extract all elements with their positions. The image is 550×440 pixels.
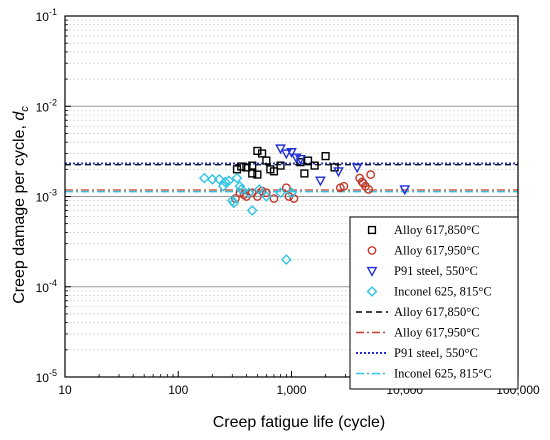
data-point	[275, 144, 286, 155]
data-point	[276, 161, 285, 170]
data-point	[399, 185, 411, 196]
data-point	[228, 197, 240, 209]
y-axis-label-sub: c	[19, 106, 31, 112]
data-point	[234, 180, 246, 192]
data-point	[260, 191, 272, 202]
data-point	[231, 172, 243, 184]
y-tick-label: 10-1	[36, 7, 57, 24]
y-axis-label-var: d	[11, 111, 28, 121]
data-point	[253, 170, 262, 179]
legend-entry: Alloy 617,850°C	[394, 305, 480, 319]
data-point	[257, 149, 267, 158]
data-points	[198, 144, 411, 265]
data-point	[248, 161, 257, 170]
series-4	[198, 172, 297, 265]
legend: Alloy 617,850°C Alloy 617,950°C P91 steel,…	[349, 216, 519, 390]
data-point	[219, 176, 231, 188]
data-point	[286, 187, 297, 199]
data-point	[261, 188, 271, 198]
data-point	[198, 172, 210, 184]
series-2	[231, 170, 376, 203]
data-point	[253, 183, 265, 195]
legend-entry: Alloy 617,950°C	[394, 244, 480, 258]
data-point	[300, 169, 309, 178]
legend-marker	[366, 266, 378, 277]
legend-entry: Alloy 617,950°C	[394, 326, 480, 340]
legend-marker	[367, 225, 377, 235]
legend-box	[349, 216, 519, 390]
y-tick-label: 10-5	[36, 368, 57, 385]
data-point	[296, 158, 305, 167]
data-point	[280, 254, 292, 265]
data-point	[206, 173, 218, 185]
data-point	[364, 184, 374, 194]
legend-entry: P91 steel, 550°C	[394, 264, 478, 278]
data-point	[358, 178, 368, 188]
x-tick-label: 1,000	[276, 383, 306, 397]
data-point	[333, 167, 344, 178]
data-point	[315, 176, 326, 187]
data-point	[339, 181, 349, 191]
y-tick-label: 10-3	[36, 188, 57, 205]
legend-entry: Alloy 617,850°C	[394, 223, 480, 237]
data-point	[281, 183, 291, 193]
data-point	[295, 154, 306, 165]
data-point	[286, 148, 297, 159]
legend-marker	[366, 286, 378, 297]
data-point	[351, 163, 363, 174]
data-point	[242, 163, 251, 172]
data-point	[269, 194, 279, 203]
series-1	[232, 146, 339, 179]
data-point	[253, 146, 262, 156]
data-point	[235, 183, 247, 195]
data-point	[269, 167, 279, 176]
data-point	[321, 152, 330, 161]
x-axis-label: Creep fatigue life (cycle)	[213, 414, 386, 431]
data-point	[246, 205, 258, 216]
x-tick-label: 10	[58, 383, 72, 397]
data-point	[243, 187, 255, 199]
series-3	[275, 144, 411, 196]
legend-entry: Inconel 625, 815°C	[394, 285, 492, 299]
legend-entry: Inconel 625, 815°C	[394, 367, 492, 381]
reference-lines	[65, 162, 518, 193]
y-axis-label-main: Creep damage per cycle,	[11, 121, 28, 304]
legend-entry: P91 steel, 550°C	[394, 346, 478, 360]
data-point	[262, 156, 271, 165]
y-axis-label: Creep damage per cycle, dc	[11, 106, 31, 304]
data-point	[310, 161, 319, 170]
data-point	[275, 187, 286, 199]
data-point	[237, 162, 246, 171]
data-point	[223, 175, 235, 186]
x-tick-label: 100	[168, 383, 188, 397]
data-point	[213, 173, 225, 185]
data-point	[303, 156, 313, 165]
y-tick-label: 10-4	[36, 278, 57, 295]
data-point	[366, 170, 376, 179]
data-point	[280, 149, 292, 160]
legend-marker	[367, 246, 377, 255]
data-point	[248, 169, 257, 178]
y-tick-label: 10-2	[36, 97, 57, 114]
